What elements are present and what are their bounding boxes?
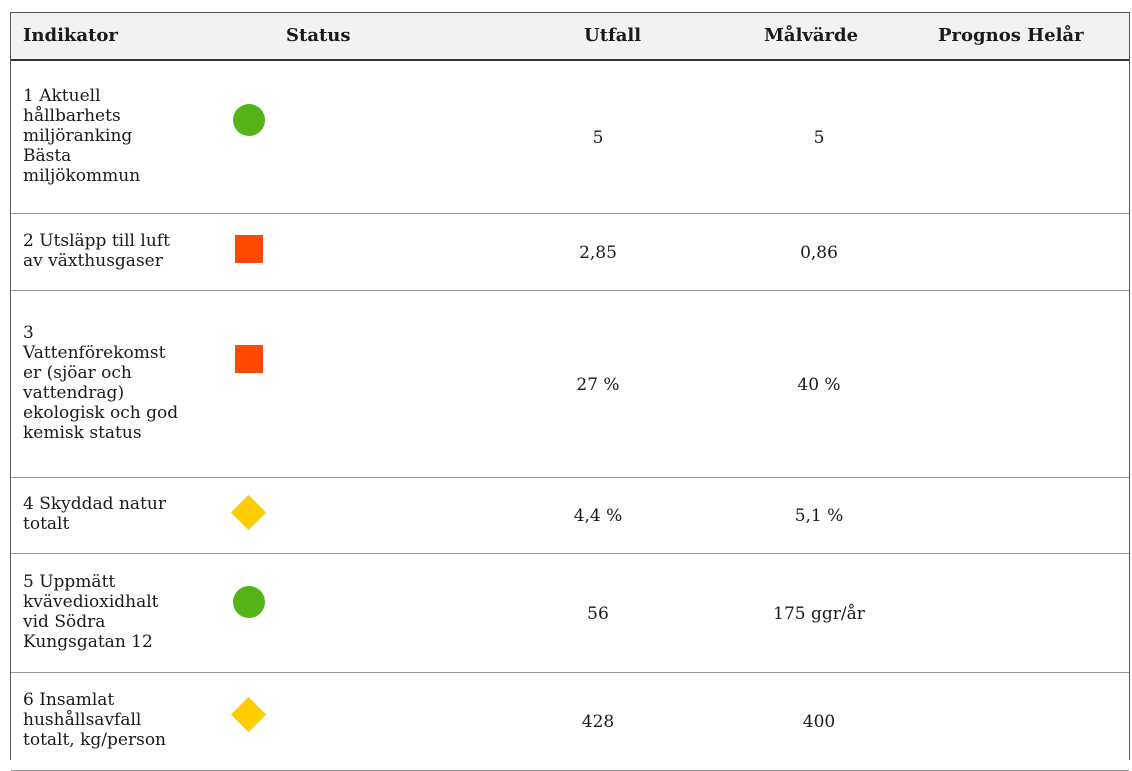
- table-row: 3 Vattenförekomst er (sjöar och vattendrag)…: [11, 291, 1129, 478]
- table-row: 2 Utsläpp till luft av växthusgaser 2,85 0,…: [11, 214, 1129, 291]
- indikator-line: 6 Insamlat: [23, 690, 115, 710]
- indikator-line: 1 Aktuell: [23, 86, 101, 106]
- malvarde-value: 0,86: [800, 243, 838, 263]
- indikator-line: er (sjöar och: [23, 363, 132, 383]
- indikator-line: totalt, kg/person: [23, 730, 166, 750]
- table-header: Indikator Status Utfall Målvärde Prognos…: [11, 13, 1129, 61]
- indikator-line: hållbarhets: [23, 106, 121, 126]
- indikator-line: kvävedioxidhalt: [23, 592, 159, 612]
- indikator-line: 4 Skyddad natur: [23, 494, 166, 514]
- indikator-line: av växthusgaser: [23, 251, 163, 271]
- malvarde-value: 40 %: [797, 375, 841, 395]
- utfall-value: 2,85: [579, 243, 617, 263]
- indikator-line: Vattenförekomst: [23, 343, 166, 363]
- indikator-line: vattendrag): [23, 383, 125, 403]
- utfall-value: 56: [587, 604, 609, 624]
- status-yellow-diamond-icon: [230, 494, 267, 530]
- table-row: 4 Skyddad natur totalt 4,4 % 5,1 %: [11, 478, 1129, 554]
- indikator-cell: 5 Uppmätt kvävedioxidhalt vid Södra Kungsga…: [23, 572, 223, 652]
- header-indikator: Indikator: [23, 25, 118, 46]
- malvarde-value: 5: [813, 128, 825, 148]
- header-malvarde: Målvärde: [764, 25, 859, 46]
- status-green-circle-icon: [233, 586, 265, 618]
- utfall-value: 4,4 %: [573, 506, 623, 526]
- utfall-value: 5: [592, 128, 604, 148]
- utfall-value: 428: [581, 712, 615, 732]
- indikator-line: Bästa: [23, 146, 72, 166]
- indicator-table: Indikator Status Utfall Målvärde Prognos…: [10, 12, 1130, 771]
- indikator-line: hushållsavfall: [23, 710, 142, 730]
- indikator-line: miljökommun: [23, 166, 141, 186]
- indikator-cell: 2 Utsläpp till luft av växthusgaser: [23, 231, 223, 271]
- indikator-line: ekologisk och god: [23, 403, 179, 423]
- table-row: 6 Insamlat hushållsavfall totalt, kg/perso…: [11, 673, 1129, 771]
- header-status: Status: [286, 25, 351, 46]
- indikator-line: vid Södra: [23, 612, 106, 632]
- indikator-line: totalt: [23, 514, 70, 534]
- malvarde-value: 175 ggr/år: [773, 604, 865, 624]
- indikator-line: miljöranking: [23, 126, 133, 146]
- indikator-cell: 1 Aktuell hållbarhets miljöranking Bästa mil…: [23, 86, 223, 186]
- utfall-value: 27 %: [576, 375, 620, 395]
- indikator-cell: 6 Insamlat hushållsavfall totalt, kg/perso…: [23, 690, 223, 750]
- malvarde-value: 400: [802, 712, 836, 732]
- malvarde-value: 5,1 %: [794, 506, 844, 526]
- indikator-line: 2 Utsläpp till luft: [23, 231, 170, 251]
- status-green-circle-icon: [233, 104, 265, 136]
- table-row: 1 Aktuell hållbarhets miljöranking Bästa mil…: [11, 61, 1129, 214]
- indikator-line: kemisk status: [23, 423, 142, 443]
- header-prognos: Prognos Helår: [938, 25, 1084, 46]
- status-yellow-diamond-icon: [230, 696, 267, 732]
- indikator-cell: 4 Skyddad natur totalt: [23, 494, 223, 534]
- indikator-line: 5 Uppmätt: [23, 572, 116, 592]
- indikator-line: Kungsgatan 12: [23, 632, 153, 652]
- header-utfall: Utfall: [584, 25, 642, 46]
- status-red-square-icon: [235, 345, 263, 373]
- indikator-line: 3: [23, 323, 34, 343]
- status-red-square-icon: [235, 235, 263, 263]
- table-row: 5 Uppmätt kvävedioxidhalt vid Södra Kungsga…: [11, 554, 1129, 673]
- indikator-cell: 3 Vattenförekomst er (sjöar och vattendrag)…: [23, 323, 223, 443]
